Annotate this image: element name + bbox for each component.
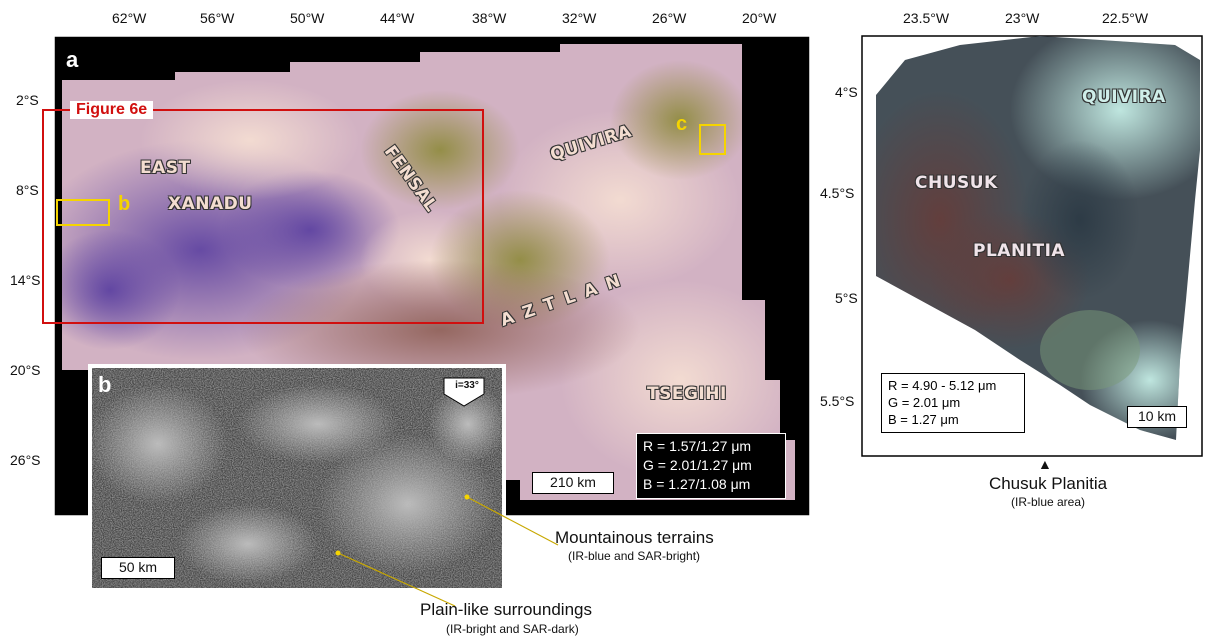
- lon-tick: 23.5°W: [903, 10, 950, 26]
- legend-line: G = 2.01 μm: [888, 395, 961, 410]
- panel-c-image: [876, 36, 1200, 440]
- panel-b-scale-bar: 50 km: [101, 557, 175, 579]
- figure-6e-outline: [42, 109, 484, 324]
- panel-a-letter: a: [66, 47, 79, 72]
- lon-tick: 22.5°W: [1102, 10, 1149, 26]
- lat-tick: 4°S: [835, 84, 858, 100]
- region-east: EAST: [140, 158, 191, 178]
- inset-c-marker: c: [676, 113, 688, 135]
- lat-tick: 20°S: [10, 362, 41, 378]
- panel-b-letter: b: [98, 372, 112, 397]
- panel-c-scale-bar: 10 km: [1127, 406, 1187, 428]
- region-planitia: PLANITIA: [973, 241, 1066, 261]
- lat-tick: 14°S: [10, 272, 41, 288]
- panel-c-letter: c: [878, 37, 891, 62]
- lat-tick: 8°S: [16, 182, 39, 198]
- panel-a-legend: R = 1.57/1.27 μm G = 2.01/1.27 μm B = 1.…: [636, 433, 786, 499]
- region-tsegihi: TSEGIHI: [647, 384, 727, 404]
- panel-c-legend: R = 4.90 - 5.12 μm G = 2.01 μm B = 1.27 …: [881, 373, 1025, 433]
- legend-line: R = 1.57/1.27 μm: [643, 438, 752, 454]
- incidence-arrow-icon: [443, 377, 485, 407]
- lon-tick: 44°W: [380, 10, 415, 26]
- region-quivira-c: QUIVIRA: [1082, 87, 1166, 107]
- lat-tick: 5°S: [835, 290, 858, 306]
- lon-tick: 32°W: [562, 10, 597, 26]
- lon-tick: 50°W: [290, 10, 325, 26]
- mountain-callout-dot: [464, 494, 470, 500]
- legend-line: B = 1.27/1.08 μm: [643, 476, 751, 492]
- lat-tick: 5.5°S: [820, 393, 855, 409]
- incidence-label: i=33°: [455, 380, 479, 391]
- lon-tick: 38°W: [472, 10, 507, 26]
- lon-tick: 26°W: [652, 10, 687, 26]
- plain-callout-line: [337, 552, 456, 607]
- plain-annotation: Plain-like surroundings: [420, 600, 592, 619]
- panel-a-scale-bar: 210 km: [532, 472, 614, 494]
- lon-tick: 20°W: [742, 10, 777, 26]
- legend-line: B = 1.27 μm: [888, 412, 959, 427]
- mountain-callout-line: [466, 496, 559, 546]
- lat-tick: 4.5°S: [820, 185, 855, 201]
- legend-line: R = 4.90 - 5.12 μm: [888, 378, 997, 393]
- mountain-annotation: Mountainous terrains: [555, 528, 714, 547]
- lon-tick: 23°W: [1005, 10, 1040, 26]
- chusuk-marker-label: Chusuk Planitia: [988, 474, 1108, 493]
- legend-line: G = 2.01/1.27 μm: [643, 457, 752, 473]
- chusuk-marker-sublabel: (IR-blue area): [1010, 495, 1086, 509]
- region-chusuk: CHUSUK: [915, 173, 998, 193]
- inset-b-box: [56, 199, 110, 226]
- lat-tick: 2°S: [16, 92, 39, 108]
- inset-b-marker: b: [118, 193, 131, 215]
- plain-callout-dot: [335, 550, 341, 556]
- lon-tick: 56°W: [200, 10, 235, 26]
- triangle-marker-icon: ▲: [1038, 456, 1052, 472]
- region-xanadu: XANADU: [168, 194, 253, 214]
- figure-6e-label: Figure 6e: [70, 101, 154, 119]
- lat-tick: 26°S: [10, 452, 41, 468]
- inset-c-box: [699, 124, 726, 155]
- lon-tick: 62°W: [112, 10, 147, 26]
- panel-b-sar-image: [88, 364, 506, 592]
- mountain-annotation-sub: (IR-blue and SAR-bright): [568, 549, 701, 563]
- plain-annotation-sub: (IR-bright and SAR-dark): [446, 622, 579, 636]
